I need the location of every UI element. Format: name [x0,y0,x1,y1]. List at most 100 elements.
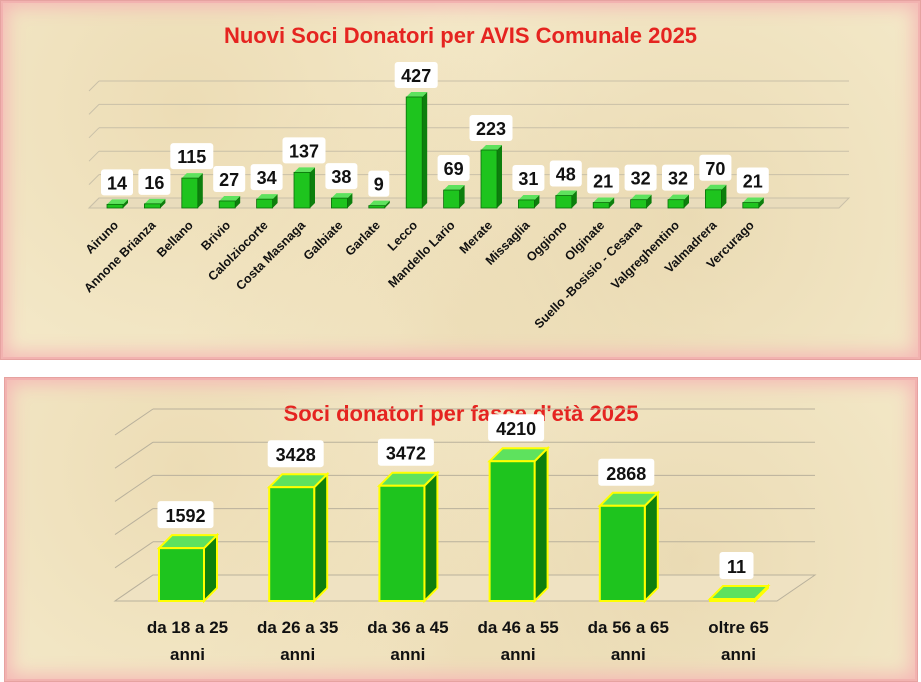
data-label-bg [736,167,769,194]
bar-top [705,184,727,190]
bar-top [668,194,689,200]
data-label-bg [250,164,283,191]
chart-floor [113,574,817,602]
bar-side [609,197,615,208]
gridline-side [88,174,100,185]
bar [518,199,535,209]
data-label: 48 [556,165,576,185]
gridline-side [88,104,100,115]
category-label: Annone Brianza [81,217,159,295]
data-label-bg [549,160,582,187]
data-label-bg [587,167,620,194]
gridline-side [88,127,100,139]
data-label: 27 [219,170,239,190]
bar [592,202,610,209]
gridline-side [114,474,154,502]
bar-side [643,490,659,604]
bar [256,198,274,209]
bar [268,486,316,602]
bar [158,547,205,602]
gridline-side [114,541,154,569]
chart-panel-fasce-eta: Soci donatori per fasce d'età 2025 1592 d… [4,377,918,682]
gridline-side [114,408,154,436]
data-label-bg [213,165,246,192]
chart-title: Soci donatori per fasce d'età 2025 [283,401,639,426]
bar-side [422,91,428,208]
category-label-line2: anni [390,645,425,664]
category-label-line2: anni [501,645,536,664]
category-label: da 46 a 55 [477,618,558,637]
data-label: 14 [107,173,127,193]
bar-side [497,145,502,208]
bar [218,200,236,209]
data-label: 9 [374,175,384,195]
bar [742,202,760,209]
category-label-line2: anni [721,645,756,664]
data-label: 427 [401,66,431,86]
data-label: 69 [444,159,464,179]
data-label: 21 [593,172,613,192]
chart-title: Nuovi Soci Donatori per AVIS Comunale 20… [223,23,698,48]
data-label-bg [157,501,214,529]
data-label: 3428 [276,445,316,465]
bar [405,96,423,209]
category-label: Mandello Lario [385,218,458,291]
bar-side [684,194,689,208]
bar-side [534,194,540,208]
bar-side [347,193,353,208]
data-label-bg [101,169,133,196]
category-label: da 56 a 65 [588,618,669,637]
bar-side [459,185,465,208]
bar-side [571,190,577,208]
data-label: 3472 [386,444,426,464]
bar-side [123,199,128,208]
bar-side [423,470,439,604]
gridline-side [88,150,100,162]
bar-side [310,167,315,208]
data-label-bg [469,115,513,142]
data-label: 223 [476,119,506,139]
bar-top [593,197,615,203]
bar-top [107,199,128,205]
bar-top [256,194,278,200]
data-label-bg [394,61,438,88]
category-label: da 26 a 35 [257,618,338,637]
category-label: oltre 65 [708,618,768,637]
chart-panel-soci-per-avis: Nuovi Soci Donatori per AVIS Comunale 20… [0,0,921,360]
bar [143,203,161,209]
data-label-bg [170,143,214,170]
bar-top [368,200,390,206]
data-label-bg [138,168,171,195]
data-label-bg [719,552,754,579]
bar [330,197,348,209]
bar-side [272,194,278,208]
gridline-side [114,441,154,469]
bar-top [518,194,540,200]
bar-side [533,445,549,604]
bar-side [197,173,203,208]
category-label: Costa Masnaga [233,217,308,292]
data-label-bg [437,155,470,182]
data-label: 38 [331,167,351,187]
bar-side [721,184,727,208]
bar-top [331,193,353,199]
data-label-bg [368,170,390,197]
bar [488,460,536,602]
bar [630,199,647,209]
gridline-side [114,508,154,536]
data-label-bg [624,164,657,191]
bar [598,504,646,602]
bar-top [219,195,241,201]
bar [443,189,461,209]
bar-top [630,194,652,200]
data-label-bg [512,164,545,191]
bar-top [742,197,764,203]
category-label: Garlate [343,218,383,258]
data-label: 1592 [165,506,205,526]
category-label: da 18 a 25 [147,618,228,637]
data-label: 31 [518,169,538,189]
bar [106,203,124,209]
bar-side [313,471,329,604]
data-label: 137 [289,141,319,161]
bar-side [758,197,764,208]
